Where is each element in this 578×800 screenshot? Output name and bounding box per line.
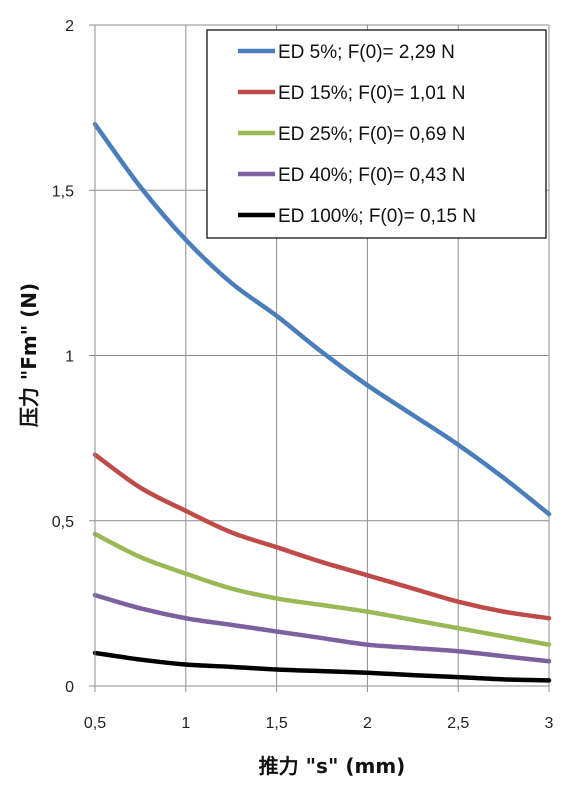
y-tick-label: 0 [65, 679, 74, 696]
y-tick-label: 2 [65, 18, 74, 35]
series-line-2 [92, 452, 552, 621]
x-tick-label: 3 [545, 715, 554, 732]
x-tick-label: 2 [363, 715, 372, 732]
series-line-3 [92, 531, 552, 647]
series-line-1 [92, 121, 552, 517]
legend-label: ED 40%; F(0)= 0,43 N [278, 165, 465, 186]
legend-label: ED 100%; F(0)= 0,15 N [278, 206, 476, 227]
x-tick-label: 1,5 [265, 715, 287, 732]
x-tick-label: 2,5 [447, 715, 469, 732]
series-line-5 [92, 650, 552, 683]
x-tick-label: 1 [181, 715, 190, 732]
legend: ED 5%; F(0)= 2,29 N ED 15%; F(0)= 1,01 N E… [206, 29, 547, 239]
y-axis-title: 压力 "Fm" (N) [17, 283, 41, 427]
y-tick-label: 1,5 [52, 183, 74, 200]
series-line-4 [92, 592, 552, 664]
x-tick-label: 0,5 [84, 715, 106, 732]
series-layer [92, 121, 552, 683]
x-axis-title: 推力 "s" (mm) [259, 754, 406, 778]
legend-label: ED 25%; F(0)= 0,69 N [278, 124, 465, 145]
y-tick-label: 1 [65, 349, 74, 366]
legend-label: ED 15%; F(0)= 1,01 N [278, 83, 465, 104]
y-tick-label: 0,5 [52, 514, 74, 531]
axes: 0,5 1 1,5 2 2,5 3 0 0,5 1 1,5 2 [52, 18, 554, 732]
legend-label: ED 5%; F(0)= 2,29 N [278, 42, 455, 63]
